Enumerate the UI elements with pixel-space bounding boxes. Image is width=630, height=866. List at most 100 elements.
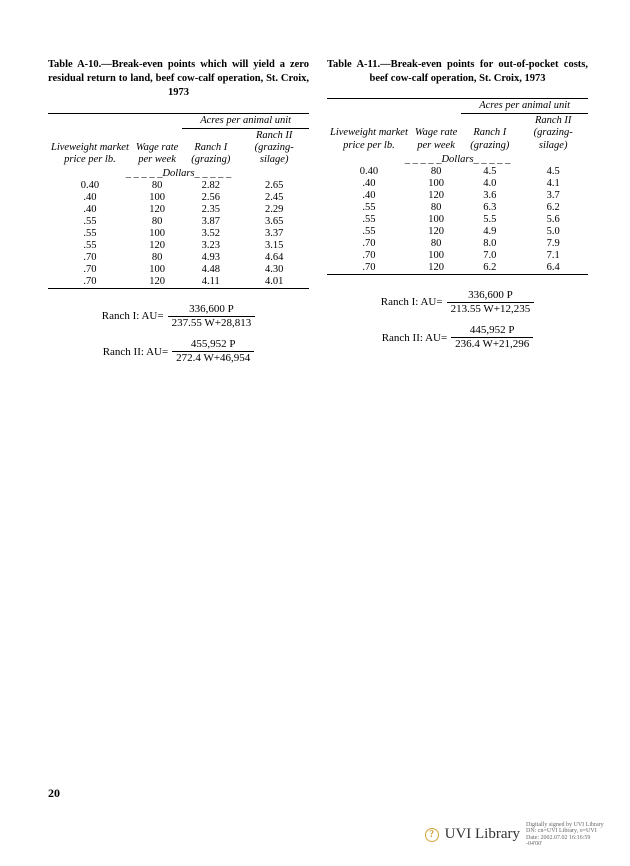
table-cell: .55	[327, 202, 411, 214]
formula-numer: 455,952 P	[187, 338, 240, 351]
formula-ranch2: Ranch II: AU= 445,952 P 236.4 W+21,296	[382, 324, 534, 351]
table-row: .55806.36.2	[327, 202, 588, 214]
table-row: .551204.95.0	[327, 226, 588, 238]
table-row: .70804.934.64	[48, 252, 309, 264]
table-a10-formulas: Ranch I: AU= 336,600 P 237.55 W+28,813 R…	[48, 303, 309, 366]
table-cell: .55	[327, 214, 411, 226]
formula-label: Ranch I: AU=	[381, 296, 443, 308]
table-cell: 80	[132, 216, 182, 228]
table-cell: 5.5	[461, 214, 518, 226]
formula-label: Ranch I: AU=	[102, 310, 164, 322]
table-cell: .70	[48, 264, 132, 276]
table-cell: .55	[48, 216, 132, 228]
table-row: 0.40804.54.5	[327, 166, 588, 178]
table-a11-block: Table A-11.—Break-even points for out-of…	[327, 58, 588, 366]
table-row: .70808.07.9	[327, 238, 588, 250]
table-cell: 4.30	[239, 264, 309, 276]
col-header-span: Acres per animal unit	[182, 113, 309, 128]
col-header: Liveweight market price per lb.	[327, 99, 411, 153]
table-cell: .40	[48, 204, 132, 216]
formula-denom: 236.4 W+21,296	[451, 337, 533, 351]
table-row: .551003.523.37	[48, 228, 309, 240]
table-cell: .55	[48, 228, 132, 240]
uvi-logo-icon: ?	[425, 828, 439, 842]
formula-label: Ranch II: AU=	[382, 332, 447, 344]
table-row: .401002.562.45	[48, 192, 309, 204]
page-number: 20	[48, 786, 60, 801]
table-cell: 4.9	[461, 226, 518, 238]
table-row: .551005.55.6	[327, 214, 588, 226]
table-cell: 120	[132, 276, 182, 289]
table-cell: 4.5	[461, 166, 518, 178]
table-row: .551203.233.15	[48, 240, 309, 252]
table-cell: 8.0	[461, 238, 518, 250]
table-cell: 2.45	[239, 192, 309, 204]
table-cell: 120	[132, 204, 182, 216]
table-row: .401203.63.7	[327, 190, 588, 202]
table-cell: .55	[48, 240, 132, 252]
table-row: .701004.484.30	[48, 264, 309, 276]
table-cell: 100	[132, 228, 182, 240]
table-cell: 6.2	[461, 262, 518, 275]
table-cell: 5.6	[518, 214, 588, 226]
table-cell: 5.0	[518, 226, 588, 238]
footer: ? UVI Library Digitally signed by UVI Li…	[425, 822, 606, 848]
table-a10: Liveweight market price per lb. Wage rat…	[48, 113, 309, 289]
formula-numer: 336,600 P	[185, 303, 238, 316]
table-cell: 3.52	[182, 228, 239, 240]
table-cell: 4.1	[518, 178, 588, 190]
col-header: Wage rate per week	[411, 99, 461, 153]
table-cell: 100	[132, 264, 182, 276]
table-cell: .40	[327, 178, 411, 190]
table-cell: 2.29	[239, 204, 309, 216]
table-cell: 80	[132, 252, 182, 264]
table-a11-title: Table A-11.—Break-even points for out-of…	[327, 58, 588, 86]
table-cell: 6.4	[518, 262, 588, 275]
table-cell: 120	[411, 190, 461, 202]
formula-ranch2: Ranch II: AU= 455,952 P 272.4 W+46,954	[103, 338, 255, 365]
table-cell: .55	[327, 226, 411, 238]
table-cell: 3.23	[182, 240, 239, 252]
formula-denom: 237.55 W+28,813	[168, 316, 256, 330]
table-cell: .70	[48, 252, 132, 264]
col-header: Liveweight market price per lb.	[48, 113, 132, 167]
table-cell: 80	[411, 238, 461, 250]
table-cell: 100	[132, 192, 182, 204]
table-row: 0.40802.822.65	[48, 180, 309, 192]
table-cell: 3.7	[518, 190, 588, 202]
table-cell: 7.0	[461, 250, 518, 262]
table-row: .701204.114.01	[48, 276, 309, 289]
table-cell: 4.01	[239, 276, 309, 289]
table-cell: 120	[132, 240, 182, 252]
table-a10-block: Table A-10.—Break-even points which will…	[48, 58, 309, 366]
table-cell: 4.5	[518, 166, 588, 178]
formula-ranch1: Ranch I: AU= 336,600 P 237.55 W+28,813	[102, 303, 255, 330]
table-cell: 0.40	[48, 180, 132, 192]
table-cell: .40	[327, 190, 411, 202]
table-cell: 0.40	[327, 166, 411, 178]
table-cell: 6.2	[518, 202, 588, 214]
table-cell: 2.35	[182, 204, 239, 216]
table-cell: .40	[48, 192, 132, 204]
table-cell: 4.48	[182, 264, 239, 276]
table-cell: 7.9	[518, 238, 588, 250]
col-header: Wage rate per week	[132, 113, 182, 167]
table-cell: 4.64	[239, 252, 309, 264]
table-cell: 2.65	[239, 180, 309, 192]
digital-signature: Digitally signed by UVI Library DN: cn=U…	[526, 822, 606, 848]
table-cell: 120	[411, 226, 461, 238]
formula-denom: 213.55 W+12,235	[447, 302, 535, 316]
table-cell: .70	[327, 250, 411, 262]
formula-label: Ranch II: AU=	[103, 346, 168, 358]
table-row: .701206.26.4	[327, 262, 588, 275]
table-cell: .70	[327, 238, 411, 250]
table-cell: 2.56	[182, 192, 239, 204]
table-a11-formulas: Ranch I: AU= 336,600 P 213.55 W+12,235 R…	[327, 289, 588, 352]
table-cell: .70	[48, 276, 132, 289]
table-cell: 6.3	[461, 202, 518, 214]
dollars-label: _ _ _ _ _Dollars_ _ _ _ _	[327, 153, 588, 166]
table-cell: 4.11	[182, 276, 239, 289]
table-cell: 7.1	[518, 250, 588, 262]
col-header: Ranch II (grazing-silage)	[518, 114, 588, 153]
table-row: .401202.352.29	[48, 204, 309, 216]
